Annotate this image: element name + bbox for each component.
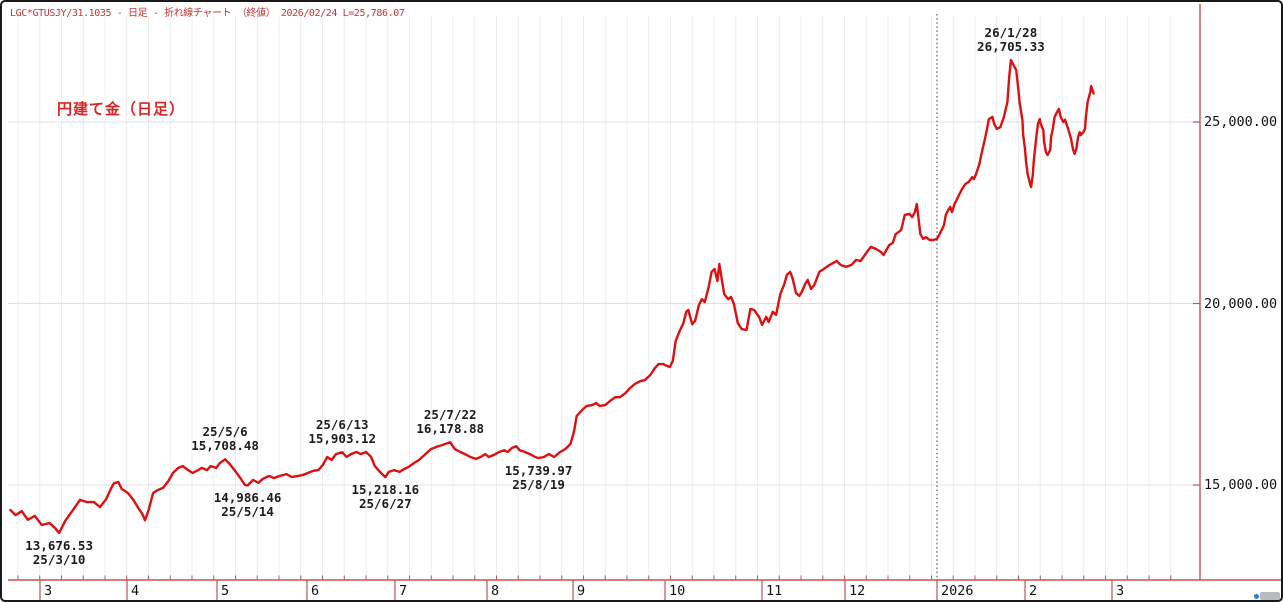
annotation-value: 13,676.53 [25,538,93,554]
x-axis-label: 2026 [941,583,974,599]
annotation-value: 15,903.12 [308,431,377,447]
annotation-high-2026-01-28: 26/1/28 26,705.33 [977,26,1045,54]
annotation-date: 25/6/13 [315,417,369,433]
y-axis-label: 20,000.00 [1204,295,1278,312]
y-axis-label: 25,000.00 [1204,114,1278,130]
y-axis-label: 15,000.00 [1204,477,1278,493]
x-axis-label: 11 [766,583,783,599]
annotation-value: 14,986.46 [213,490,282,506]
x-axis-label: 3 [1116,583,1125,599]
x-axis-label: 2 [1029,583,1038,599]
annotation-date: 25/3/10 [32,552,86,568]
annotation-low-2025-05-14: 14,986.46 25/5/14 [214,491,282,519]
x-axis-label: 9 [577,583,586,599]
annotation-date: 25/7/22 [423,407,477,423]
annotation-value: 15,218.16 [351,482,420,498]
annotation-value: 15,708.48 [191,438,259,454]
x-axis-label: 4 [131,583,140,599]
annotation-low-2025-03-10: 13,676.53 25/3/10 [25,539,93,567]
annotation-date: 26/1/28 [984,25,1038,41]
watermark-blob-icon [1260,592,1280,600]
annotation-value: 26,705.33 [977,39,1045,55]
x-axis-label: 10 [669,583,686,599]
x-axis-label: 3 [44,583,53,599]
x-axis-label: 7 [399,583,408,599]
annotation-date: 25/8/19 [512,477,565,493]
chart-header: LGC*GTUSJY/31.1035 - 日足 - 折れ線チャート （終値） 2… [10,8,405,19]
chart-title: 円建て金（日足） [57,100,186,118]
annotation-low-2025-08-19: 15,739.97 25/8/19 [505,464,573,492]
annotation-date: 25/5/14 [221,504,274,520]
annotation-high-2025-05-06: 25/5/6 15,708.48 [191,425,259,453]
watermark-logo [1254,591,1280,600]
annotation-date: 25/5/6 [202,424,248,440]
price-line [9,58,1095,535]
watermark-dot-icon [1254,594,1259,599]
annotation-value: 16,178.88 [416,421,485,437]
annotation-high-2025-07-22: 25/7/22 16,178.88 [416,408,484,436]
annotation-low-2025-06-27: 15,218.16 25/6/27 [351,483,419,511]
x-axis-label: 8 [491,583,500,599]
x-axis-label: 12 [849,583,866,599]
annotation-high-2025-06-13: 25/6/13 15,903.12 [308,418,376,446]
annotation-value: 15,739.97 [504,463,573,479]
x-axis-label: 6 [311,583,320,599]
annotation-date: 25/6/27 [358,496,412,512]
x-axis-label: 5 [221,583,230,599]
